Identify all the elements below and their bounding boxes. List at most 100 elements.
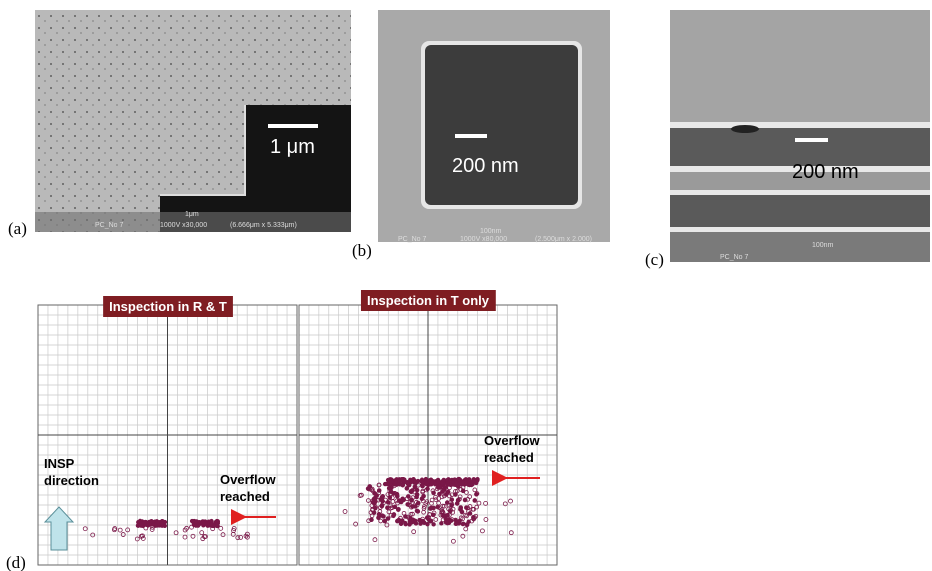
sem-info: PC_No 7 [398,236,427,243]
defect [379,519,383,523]
defect [461,489,465,493]
annotation: direction [44,473,99,488]
defect [461,522,465,526]
defect [200,531,204,535]
defect [455,522,459,526]
defect [414,522,418,526]
sem-info: 1000V x30,000 [160,222,207,229]
defect [412,530,416,534]
annotation: INSP [44,456,75,471]
defect [393,505,397,509]
defect [398,479,402,483]
defect [395,492,399,496]
defect [475,480,479,484]
defect [463,498,467,502]
sem-info: (2.500μm x 2.000) [535,236,592,243]
defect [83,527,87,531]
defect [422,521,426,525]
defect [413,505,417,509]
defect [432,523,436,527]
defect [464,527,468,531]
sem-image-c: 200 nm 100nm PC_No 7 [670,10,930,262]
defect [215,524,219,528]
sem-info: (6.666μm x 5.333μm) [230,222,297,229]
defect [421,484,425,488]
defect [402,511,406,515]
defect [461,481,465,485]
defect [411,489,415,493]
defect [446,513,450,517]
defect [451,539,455,543]
scale-label: 200 nm [452,155,519,177]
annotation: reached [484,450,534,465]
defect [403,521,407,525]
defect [385,482,389,486]
sem-info: 100nm [812,242,834,249]
sem-image-b: 200 nm 100nm PC_No 7 1000V x80,000 (2.50… [378,10,610,243]
panel-label: (c) [645,250,664,269]
panel-label: (d) [6,553,26,571]
defect [190,525,194,529]
defect [457,477,461,481]
defect [444,521,448,525]
defect [386,517,390,521]
defect [415,488,419,492]
defect [395,519,399,523]
defect [459,507,463,511]
defect [480,529,484,533]
defect [467,520,471,524]
defect [389,490,393,494]
defect [437,501,441,505]
defect [448,509,452,513]
defect [391,500,395,504]
defect [219,526,223,530]
defect [146,522,150,526]
defect [160,522,164,526]
defect [401,483,405,487]
defect [455,502,459,506]
insp-arrow [45,507,73,550]
defect [231,532,235,536]
defect [429,519,433,523]
defect [410,480,414,484]
defect [343,509,347,513]
annotation: reached [220,489,270,504]
sem-info: PC_No 7 [720,254,749,261]
defect [236,536,240,540]
defect [415,509,419,513]
defect [475,505,479,509]
sem-info: 100nm [480,228,502,235]
defect [432,506,436,510]
panel-label: (a) [8,219,27,238]
defect [440,522,444,526]
annotation: Overflow [484,433,541,448]
defect [422,494,426,498]
defect [473,488,477,492]
defect [150,519,154,523]
defect [183,535,187,539]
defect [388,479,392,483]
scale-label: 1 μm [270,136,315,158]
defect [422,510,426,514]
defect [399,522,403,526]
defect [408,519,412,523]
defect [118,528,122,532]
panel-label: (b) [352,241,372,260]
defect [121,533,125,537]
defect [432,491,436,495]
defect [441,482,445,486]
defect [453,478,457,482]
defect [405,486,409,490]
defect [381,494,385,498]
defect [373,538,377,542]
sem-image-a: 1 μm 1μm PC_No 7 1000V x30,000 (6.666μm … [35,10,351,232]
defect [216,520,220,524]
sem-info: 1000V x80,000 [460,236,507,243]
defect [419,522,423,526]
defect [418,518,422,522]
defect [368,484,372,488]
defect [468,512,472,516]
defect [436,505,440,509]
map-title: Inspection in R & T [109,299,227,314]
